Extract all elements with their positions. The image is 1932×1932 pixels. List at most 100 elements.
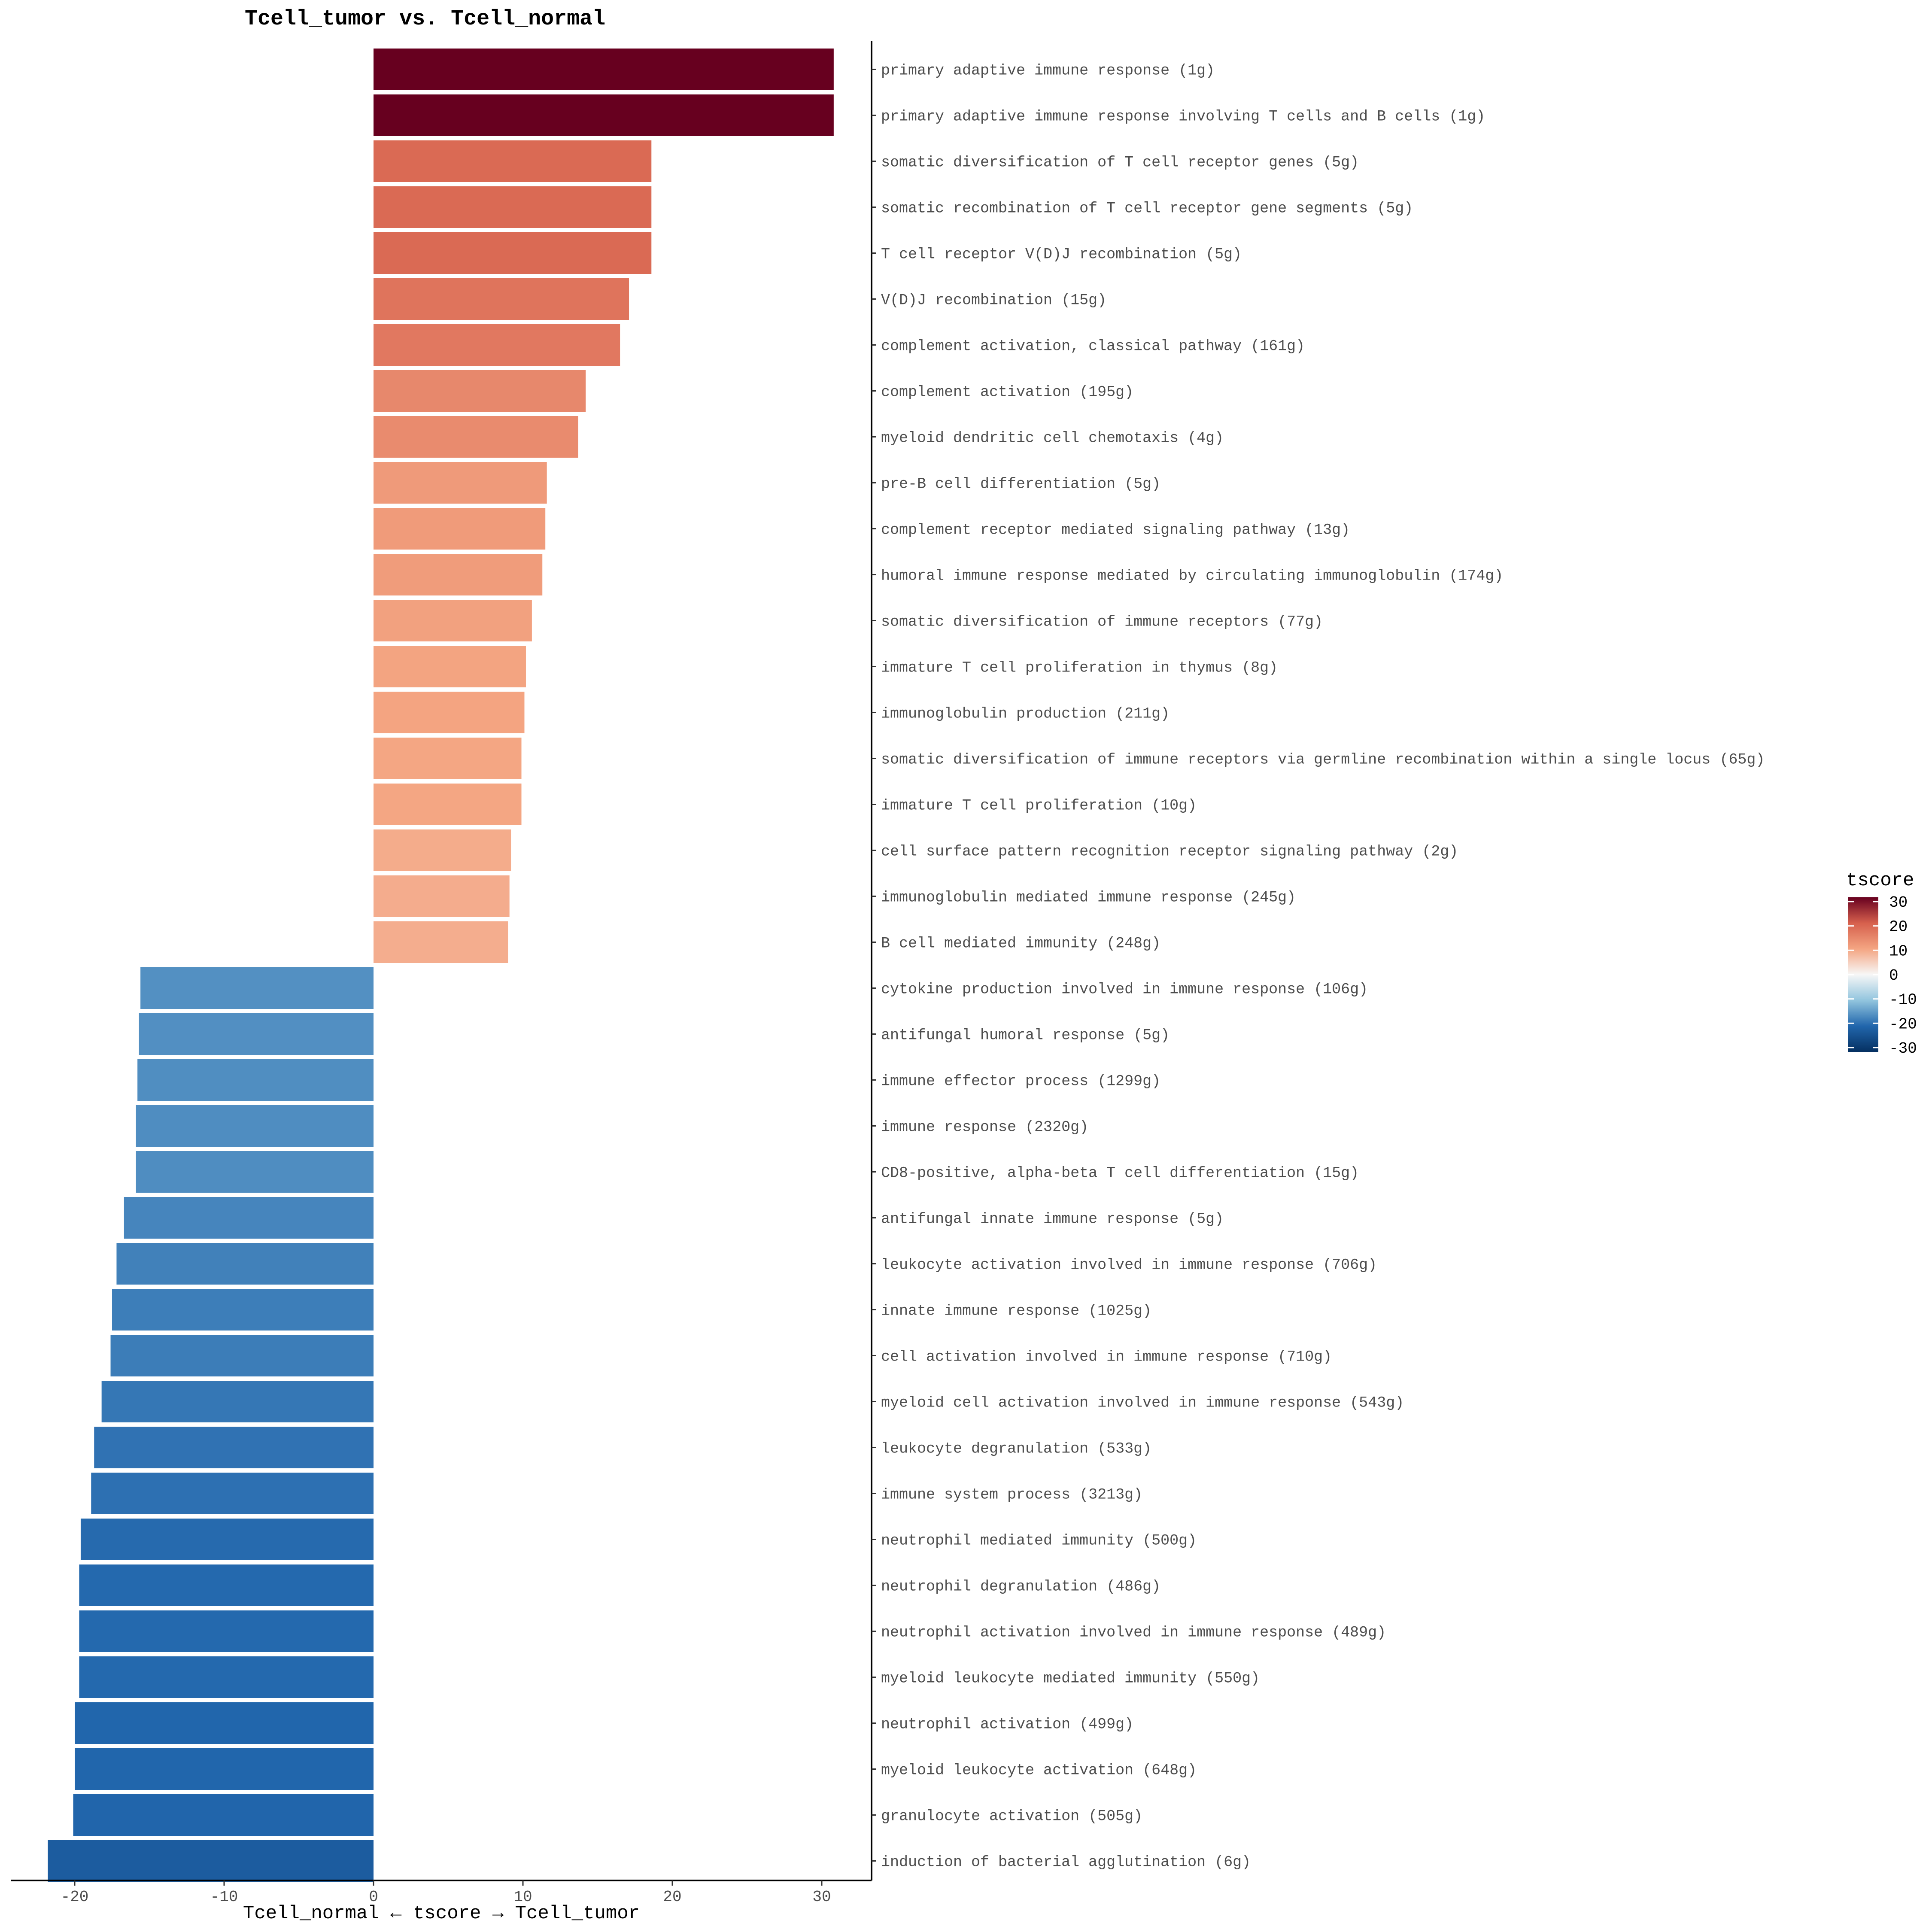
category-label: somatic diversification of T cell recept… bbox=[881, 154, 1359, 171]
category-label: immature T cell proliferation (10g) bbox=[881, 797, 1197, 814]
category-label: neutrophil degranulation (486g) bbox=[881, 1578, 1160, 1595]
category-label: somatic diversification of immune recept… bbox=[881, 751, 1765, 769]
category-label: neutrophil activation involved in immune… bbox=[881, 1624, 1386, 1641]
chart-title: Tcell_tumor vs. Tcell_normal bbox=[245, 7, 605, 31]
legend-tick-label: -20 bbox=[1889, 1015, 1917, 1033]
x-tick-label: -10 bbox=[210, 1888, 238, 1906]
category-label: cytokine production involved in immune r… bbox=[881, 981, 1368, 998]
bar bbox=[75, 1748, 374, 1790]
category-label: CD8-positive, alpha-beta T cell differen… bbox=[881, 1165, 1359, 1182]
category-label: immune system process (3213g) bbox=[881, 1486, 1142, 1504]
category-label: complement activation (195g) bbox=[881, 384, 1133, 401]
bar bbox=[94, 1427, 374, 1468]
legend-tick-label: 30 bbox=[1889, 894, 1908, 911]
category-label: primary adaptive immune response (1g) bbox=[881, 62, 1215, 79]
bar bbox=[137, 1059, 374, 1101]
bar bbox=[91, 1473, 374, 1514]
bar bbox=[374, 370, 586, 412]
bar bbox=[79, 1610, 374, 1652]
bar bbox=[80, 1519, 374, 1560]
x-axis: -20 -10 0 10 20 30 bbox=[11, 1880, 872, 1906]
category-label: complement activation, classical pathway… bbox=[881, 338, 1305, 355]
category-label: immature T cell proliferation in thymus … bbox=[881, 659, 1278, 677]
category-label: antifungal humoral response (5g) bbox=[881, 1027, 1170, 1044]
category-label: leukocyte degranulation (533g) bbox=[881, 1440, 1151, 1458]
bar bbox=[374, 324, 620, 366]
bar bbox=[136, 1151, 374, 1193]
bar bbox=[124, 1197, 374, 1239]
category-label: induction of bacterial agglutination (6g… bbox=[881, 1854, 1251, 1871]
x-tick-label: 20 bbox=[663, 1888, 681, 1906]
bar bbox=[48, 1840, 374, 1882]
category-label: B cell mediated immunity (248g) bbox=[881, 935, 1160, 952]
legend-tick-label: -10 bbox=[1889, 991, 1917, 1009]
bar bbox=[79, 1564, 374, 1606]
x-tick-label: 10 bbox=[513, 1888, 532, 1906]
bar bbox=[374, 738, 522, 779]
category-label: neutrophil mediated immunity (500g) bbox=[881, 1532, 1197, 1549]
category-label: innate immune response (1025g) bbox=[881, 1303, 1151, 1320]
category-labels: primary adaptive immune response (1g) pri… bbox=[881, 62, 1765, 1871]
category-label: somatic recombination of T cell receptor… bbox=[881, 200, 1413, 217]
category-label: pre-B cell differentiation (5g) bbox=[881, 476, 1160, 493]
bar bbox=[374, 278, 629, 320]
legend: tscore 30 20 10 0 -10 -20 -30 bbox=[1846, 870, 1917, 1057]
bar bbox=[75, 1702, 374, 1744]
bar bbox=[374, 140, 652, 182]
category-label: antifungal innate immune response (5g) bbox=[881, 1211, 1224, 1228]
bar bbox=[374, 416, 578, 458]
bar bbox=[374, 784, 522, 825]
bar bbox=[374, 508, 546, 550]
category-label: immunoglobulin mediated immune response … bbox=[881, 889, 1296, 906]
bar bbox=[374, 232, 652, 274]
category-label: myeloid cell activation involved in immu… bbox=[881, 1394, 1404, 1412]
bar bbox=[374, 646, 526, 687]
bar bbox=[110, 1335, 374, 1376]
legend-tick-label: 0 bbox=[1889, 967, 1899, 984]
category-label: primary adaptive immune response involvi… bbox=[881, 108, 1485, 125]
category-label: V(D)J recombination (15g) bbox=[881, 292, 1106, 309]
category-label: myeloid dendritic cell chemotaxis (4g) bbox=[881, 430, 1224, 447]
bar bbox=[139, 1013, 374, 1055]
bar bbox=[374, 921, 508, 963]
bar bbox=[101, 1381, 374, 1422]
bar bbox=[79, 1656, 374, 1698]
bar bbox=[374, 692, 525, 733]
legend-title: tscore bbox=[1846, 870, 1914, 891]
bar bbox=[374, 186, 652, 228]
category-label: cell activation involved in immune respo… bbox=[881, 1349, 1332, 1366]
bar bbox=[73, 1794, 374, 1836]
bar bbox=[112, 1289, 374, 1331]
bar bbox=[374, 49, 834, 90]
category-label: neutrophil activation (499g) bbox=[881, 1716, 1133, 1733]
category-label: complement receptor mediated signaling p… bbox=[881, 522, 1350, 539]
category-label: myeloid leukocyte mediated immunity (550… bbox=[881, 1670, 1260, 1687]
bar bbox=[374, 462, 547, 504]
bar bbox=[374, 875, 510, 917]
x-axis-label: Tcell_normal ← tscore → Tcell_tumor bbox=[243, 1903, 640, 1924]
category-label: immune effector process (1299g) bbox=[881, 1073, 1160, 1090]
legend-tick-label: -30 bbox=[1889, 1040, 1917, 1057]
legend-tick-label: 20 bbox=[1889, 918, 1908, 936]
legend-ticks: 30 20 10 0 -10 -20 -30 bbox=[1848, 894, 1917, 1057]
category-label: granulocyte activation (505g) bbox=[881, 1808, 1142, 1825]
bar bbox=[374, 554, 543, 595]
category-label: leukocyte activation involved in immune … bbox=[881, 1257, 1377, 1274]
category-label: immunoglobulin production (211g) bbox=[881, 705, 1170, 723]
bar bbox=[116, 1243, 374, 1285]
x-tick-label: 0 bbox=[369, 1888, 378, 1906]
legend-tick-label: 10 bbox=[1889, 942, 1908, 960]
bars-group bbox=[48, 49, 834, 1882]
bar bbox=[374, 94, 834, 136]
category-label: immune response (2320g) bbox=[881, 1119, 1088, 1136]
category-label: myeloid leukocyte activation (648g) bbox=[881, 1762, 1197, 1779]
y-axis bbox=[871, 41, 876, 1880]
bar bbox=[136, 1105, 374, 1147]
category-label: somatic diversification of immune recept… bbox=[881, 614, 1323, 631]
x-tick-label: 30 bbox=[812, 1888, 831, 1906]
bar bbox=[374, 600, 532, 641]
category-label: humoral immune response mediated by circ… bbox=[881, 568, 1503, 585]
bar bbox=[374, 829, 511, 871]
category-label: cell surface pattern recognition recepto… bbox=[881, 843, 1458, 860]
